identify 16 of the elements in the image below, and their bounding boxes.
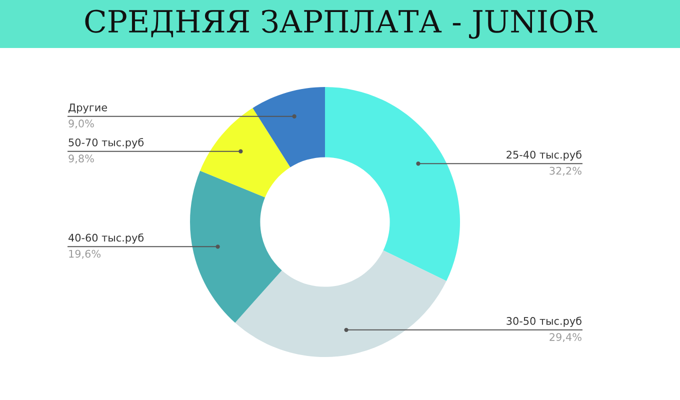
slice-label: 25-40 тыс.руб [506,150,582,161]
slice-label: 30-50 тыс.руб [506,316,582,327]
donut-slice [235,250,446,357]
data-label: 19,6% [69,250,101,259]
slice-label: 50-70 тыс.руб [68,138,144,148]
data-label: 9,8% [68,154,94,164]
donut-slice [325,87,460,282]
chart-title: СРЕДНЯЯ ЗАРПЛАТА - JUNIOR [85,10,598,39]
donut-slice [200,108,290,198]
donut-slice [252,87,325,168]
data-label: 29,4% [550,333,582,342]
slice-label: Другие [68,104,108,114]
data-label: 32,2% [550,166,582,176]
donut-slice [190,170,282,323]
data-label: 9,0% [68,120,94,128]
slice-label: 40-60 тыс.руб [68,233,144,244]
